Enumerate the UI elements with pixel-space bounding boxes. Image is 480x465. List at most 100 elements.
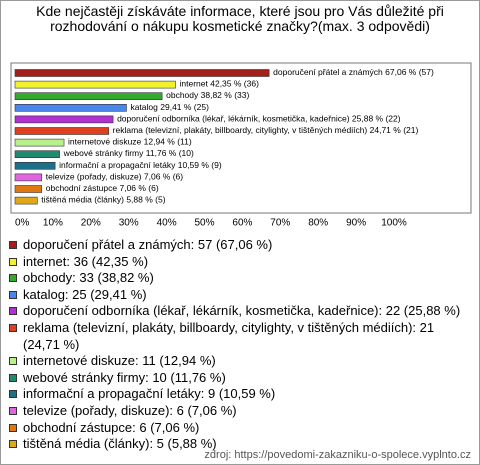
value-label: 38,82 % (33) [201,90,250,100]
legend-swatch [9,257,17,266]
plot-frame [10,62,472,214]
bar-label: televize (pořady, diskuze) 7,06 % (6) [46,172,184,182]
bar-label: doporučení přátel a známých 67,06 % (57) [273,67,434,77]
legend-item: webové stránky firmy: 10 (11,76 %) [9,370,471,387]
legend-label: doporučení přátel a známých: 57 (67,06 %… [23,237,273,252]
bar-label: internet 42,35 % (36) [180,79,260,89]
legend-swatch [9,241,17,249]
x-tick-label: 90% [346,218,366,229]
value-label: 12,94 % (11) [144,137,192,147]
legend-swatch [9,307,17,316]
x-tick-label: 70% [270,218,290,229]
bar-label: katalog 29,41 % (25) [130,102,209,112]
legend: doporučení přátel a známých: 57 (67,06 %… [9,237,471,453]
bar [14,115,114,124]
legend-label: tištěná média (články): 5 (5,88 %) [23,436,217,452]
legend-label: reklama (televizní, plakáty, billboardy,… [23,319,435,352]
legend-label: doporučení odborníka (lékař, lékárník, k… [23,303,461,319]
bar-category: doporučení odborníka (lékař, lékárník, k… [117,114,350,124]
value-label: 24,71 % (21) [370,125,419,135]
bar [14,92,163,100]
x-tick-label: 20% [81,218,101,229]
legend-label: internet: 36 (42,35 %) [23,253,149,269]
legend-item: televize (pořady, diskuze): 6 (7,06 %) [9,403,471,420]
bar-category: doporučení přátel a známých [273,67,383,77]
x-tick-label: 0% [15,218,30,229]
bar-label: obchodní zástupce 7,06 % (6) [46,183,159,193]
bar-category: obchodní zástupce [46,183,118,193]
x-tick-label: 40% [157,218,177,229]
legend-item: doporučení odborníka (lékař, lékárník, k… [9,303,471,320]
chart-title: Kde nejčastěji získáváte informace, kter… [36,3,444,34]
plot: 0% 10% 20% 30% 40% 50% 60% 70% 80% 90% 100% doporuč… [10,62,472,229]
bar [14,127,109,135]
legend-swatch [9,357,17,366]
value-label: 25,88 % (22) [352,114,401,124]
legend-item: informační a propagační letáky: 9 (10,59… [9,386,471,403]
legend-swatch [9,390,17,399]
legend-swatch [9,423,17,432]
legend-item: obchody: 33 (38,82 %) [9,270,471,287]
legend-label: obchody: 33 (38,82 %) [23,270,154,286]
bar-label: reklama (televizní, plakáty, billboardy,… [113,125,419,135]
bar-label: informační a propagační letáky 10,59 % (… [59,160,222,170]
legend-label: informační a propagační letáky: 9 (10,59… [23,386,276,402]
x-tick-label: 50% [194,218,214,229]
value-label: 5,88 % (5) [126,195,165,205]
bar [14,162,56,170]
bar [14,69,270,77]
value-label: 7,06 % (6) [119,183,158,193]
bar-label: tištěná média (články) 5,88 % (5) [41,195,165,205]
bar-category: katalog [130,102,158,112]
legend-item: katalog: 25 (29,41 %) [9,287,471,304]
x-tick-label: 100% [381,218,407,229]
x-tick-label: 10% [43,218,63,229]
x-tick-label: 30% [119,218,139,229]
bar-label: internetové diskuze 12,94 % (11) [68,137,192,147]
value-label: 7,06 % (6) [144,172,183,182]
legend-label: obchodní zástupce: 6 (7,06 %) [23,419,200,435]
bar [14,138,65,147]
value-label: 67,06 % (57) [385,67,434,77]
legend-swatch [9,373,17,382]
bar [14,173,43,182]
bar [14,80,176,89]
bar-category: internetové diskuze [68,137,142,147]
legend-label: katalog: 25 (29,41 %) [23,286,147,302]
bar-category: televize (pořady, diskuze) [46,172,142,182]
legend-swatch [9,274,17,283]
bar [14,185,43,193]
value-label: 11,76 % (10) [146,148,194,158]
legend-swatch [9,323,17,332]
bar-label: webové stránky firmy 11,76 % (10) [63,148,194,158]
legend-item: tištěná média (články): 5 (5,88 %) [9,436,471,453]
x-tick-label: 60% [232,218,252,229]
bar-label: obchody 38,82 % (33) [166,90,249,100]
bar [14,196,38,205]
value-label: 42,35 % (36) [210,79,259,89]
x-tick-label: 80% [308,218,328,229]
legend-swatch [9,290,17,299]
legend-label: televize (pořady, diskuze): 6 (7,06 %) [23,402,237,418]
legend-swatch [9,440,17,449]
bar [14,104,127,112]
value-label: 10,59 % (9) [178,160,222,170]
source: zdroj: https://povedomi-zakazniku-o-spol… [204,449,471,461]
legend-item: obchodní zástupce: 6 (7,06 %) [9,420,471,437]
value-label: 29,41 % (25) [160,102,209,112]
bar-category: obchody [166,90,199,100]
legend-swatch [9,406,17,415]
bar-label: doporučení odborníka (lékař, lékárník, k… [117,114,401,124]
bar-category: reklama (televizní, plakáty, billboardy,… [113,125,368,135]
bar-category: internet [180,79,209,89]
legend-label: webové stránky firmy: 10 (11,76 %) [23,369,226,385]
bar [14,150,60,158]
legend-item: doporučení přátel a známých: 57 (67,06 %… [9,237,471,254]
legend-item: internet: 36 (42,35 %) [9,254,471,271]
bar-category: webové stránky firmy [63,148,145,158]
legend-label: internetové diskuze: 11 (12,94 %) [23,353,216,369]
bar-category: informační a propagační letáky [59,160,176,170]
bar-category: tištěná média (články) [41,195,124,205]
legend-item: reklama (televizní, plakáty, billboardy,… [9,320,471,353]
